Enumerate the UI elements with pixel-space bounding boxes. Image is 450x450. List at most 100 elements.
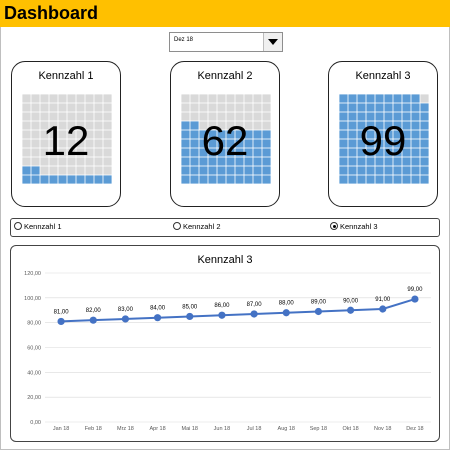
waffle-cell [393,103,402,112]
waffle-cell [226,103,235,112]
waffle-cell [339,130,348,139]
waffle-cell [58,121,67,130]
waffle-cell [348,103,357,112]
y-tick-label: 100,00 [24,296,41,302]
waffle-cell [366,130,375,139]
waffle-cell [244,139,253,148]
x-tick-label: Sep 18 [310,426,327,432]
waffle-cell [58,139,67,148]
waffle-cell [375,157,384,166]
waffle-cell [76,130,85,139]
waffle-cell [103,130,112,139]
waffle-cell [411,103,420,112]
waffle-cell [67,157,76,166]
kpi-card-1: Kennzahl 1 12 [11,61,121,207]
x-tick-label: Nov 18 [374,426,391,432]
waffle-cell [58,175,67,184]
month-dropdown[interactable]: Dez 18 [169,32,283,52]
waffle-cell [199,175,208,184]
data-label: 89,00 [311,299,327,305]
waffle-cell [357,148,366,157]
waffle-cell [181,112,190,121]
waffle-cell [85,139,94,148]
waffle-cell [40,103,49,112]
waffle-cell [85,130,94,139]
waffle-cell [339,157,348,166]
waffle-cell [384,157,393,166]
waffle-cell [40,112,49,121]
waffle-cell [357,121,366,130]
waffle-cell [393,166,402,175]
waffle-cell [393,121,402,130]
data-point [153,314,162,322]
data-label: 88,00 [279,301,295,307]
waffle-cell [235,94,244,103]
radio-kennzahl-3[interactable]: Kennzahl 3 [330,222,378,231]
kpi-card-title: Kennzahl 2 [197,70,253,82]
data-label: 86,00 [214,303,230,309]
dropdown-button[interactable] [263,33,282,51]
waffle-cell [190,103,199,112]
waffle-cell [208,112,217,121]
waffle-cell [208,130,217,139]
data-point [346,306,355,314]
dropdown-value: Dez 18 [174,37,194,43]
waffle-cell [94,94,103,103]
waffle-cell [31,139,40,148]
waffle-cell [199,130,208,139]
data-point [121,315,130,323]
waffle-cell [40,94,49,103]
waffle-cell [226,112,235,121]
waffle-cell [235,103,244,112]
waffle-cell [190,112,199,121]
waffle-cell [58,130,67,139]
waffle-cell [253,94,262,103]
data-point [186,312,194,321]
radio-label: Kennzahl 3 [340,222,378,231]
waffle-cell [402,148,411,157]
waffle-cell [199,121,208,130]
radio-kennzahl-1[interactable]: Kennzahl 1 [14,222,62,231]
waffle-cell [348,157,357,166]
kpi-value: 99 [359,117,407,164]
waffle-cell [181,130,190,139]
y-tick-label: 40,00 [27,370,41,376]
waffle-cell [420,112,429,121]
waffle-cell [217,121,226,130]
waffle-cell [411,112,420,121]
data-label: 91,00 [375,297,391,303]
waffle-cell [226,94,235,103]
waffle-cell [253,157,262,166]
waffle-cell [181,139,190,148]
radio-kennzahl-2[interactable]: Kennzahl 2 [173,222,221,231]
waffle-cell [67,121,76,130]
waffle-cell [339,166,348,175]
waffle-cell [384,139,393,148]
x-tick-label: Aug 18 [278,426,295,432]
waffle-cell [208,103,217,112]
waffle-cell [94,130,103,139]
y-tick-label: 0,00 [30,420,41,426]
waffle-cell [366,112,375,121]
waffle-cell [85,121,94,130]
waffle-cell [76,121,85,130]
waffle-cell [235,112,244,121]
waffle-cell [393,157,402,166]
waffle-cell [420,166,429,175]
waffle-cell [217,148,226,157]
waffle-cell [226,148,235,157]
waffle-cell [366,121,375,130]
x-tick-label: Mrz 18 [117,426,134,432]
waffle-cell [67,94,76,103]
waffle-cell [31,157,40,166]
waffle-cell [375,94,384,103]
waffle-cell [357,130,366,139]
waffle-cell [22,148,31,157]
waffle-cell [49,139,58,148]
waffle-cell [199,157,208,166]
waffle-cell [339,148,348,157]
waffle-cell [58,103,67,112]
waffle-cell [366,166,375,175]
waffle-cell [235,148,244,157]
y-tick-label: 60,00 [27,346,41,352]
